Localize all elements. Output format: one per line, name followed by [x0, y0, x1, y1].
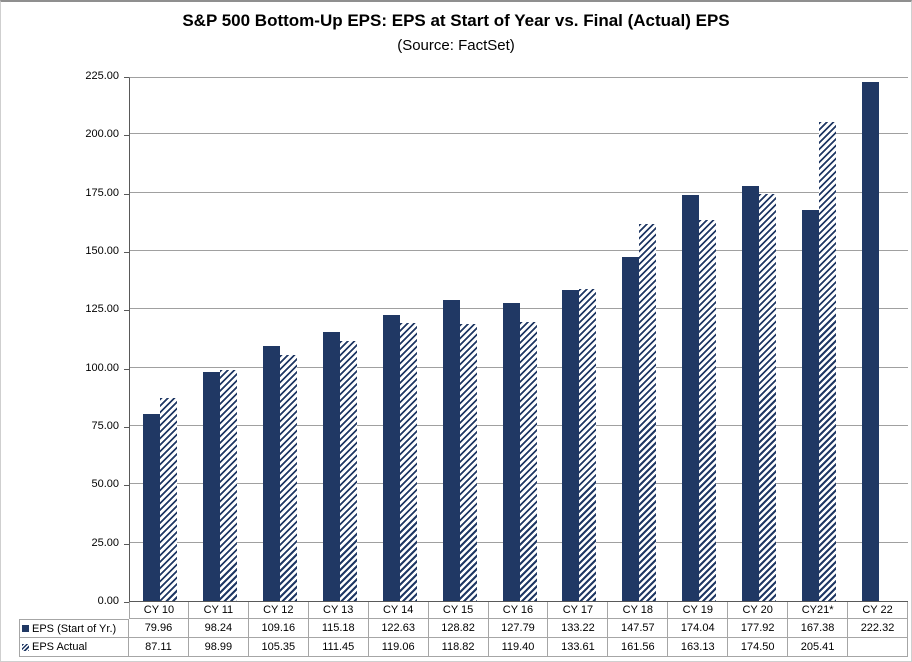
table-value-cell: 79.96: [129, 619, 189, 638]
x-axis-label: CY21*: [788, 602, 849, 619]
y-tick-mark: [124, 543, 129, 545]
table-corner-blank: [19, 602, 129, 619]
table-value-cell: 119.40: [488, 638, 549, 657]
y-tick-mark: [124, 252, 129, 253]
y-tick-label: 125.00: [85, 303, 119, 316]
x-axis-label: CY 17: [548, 602, 609, 619]
bar-eps-start-CY 12: [262, 346, 280, 601]
plot-area: [129, 77, 908, 602]
x-axis-label: CY 18: [608, 602, 669, 619]
bar-eps-actual-CY 17: [579, 289, 597, 601]
bar-eps-start-CY 14: [382, 315, 400, 601]
table-value-cell: 109.16: [248, 619, 309, 638]
bar-eps-start-CY 15: [442, 300, 460, 601]
legend-label: EPS (Start of Yr.): [32, 622, 117, 635]
bar-eps-start-CY 11: [202, 372, 220, 601]
table-value-cell: [848, 638, 908, 657]
table-value-cell: 87.11: [129, 638, 189, 657]
table-value-cell: 98.24: [188, 619, 249, 638]
x-axis-label: CY 19: [668, 602, 729, 619]
bar-eps-start-CY 20: [742, 186, 760, 601]
table-value-cell: 118.82: [428, 638, 489, 657]
y-tick-mark: [124, 368, 129, 370]
bar-eps-start-CY 13: [322, 332, 340, 601]
legend-key-solid-icon: [22, 625, 29, 632]
chart-subtitle: (Source: FactSet): [397, 37, 515, 54]
y-tick-mark: [124, 602, 129, 603]
bar-eps-actual-CY 11: [219, 370, 237, 601]
table-value-cell: 122.63: [368, 619, 429, 638]
gridline-150: [130, 250, 908, 251]
table-value-cell: 119.06: [368, 638, 429, 657]
table-value-cell: 98.99: [188, 638, 249, 657]
legend-key-hatched-icon: [22, 643, 29, 651]
y-tick-mark: [124, 485, 129, 487]
bar-eps-actual-CY 12: [279, 355, 297, 601]
x-axis-label: CY 13: [308, 602, 369, 619]
y-tick-label: 50.00: [91, 478, 119, 491]
table-value-cell: 174.50: [728, 638, 789, 657]
y-tick-label: 0.00: [97, 595, 119, 607]
bar-eps-actual-CY21*: [819, 122, 837, 601]
y-tick-mark: [124, 77, 129, 78]
y-tick-mark: [124, 193, 129, 195]
legend-label: EPS Actual: [32, 641, 88, 653]
y-tick-label: 225.00: [85, 70, 119, 82]
table-value-cell: 133.61: [548, 638, 609, 657]
table-value-cell: 161.56: [608, 638, 669, 657]
y-tick-mark: [124, 427, 129, 428]
y-tick-label: 25.00: [91, 536, 119, 549]
bar-eps-actual-CY 13: [339, 341, 357, 601]
data-table: CY 10 CY 11 CY 12 CY 13 CY 14 CY 15 CY 16 CY 17…: [19, 602, 908, 657]
x-axis-label: CY 15: [428, 602, 489, 619]
x-axis-label: CY 11: [188, 602, 249, 619]
x-axis-label: CY 16: [488, 602, 549, 619]
y-tick-label: 150.00: [85, 245, 119, 257]
legend-item: EPS Actual: [19, 638, 129, 657]
bar-eps-actual-CY 18: [639, 224, 657, 601]
y-tick-label: 200.00: [85, 128, 119, 141]
chart-title: S&P 500 Bottom-Up EPS: EPS at Start of Y…: [182, 11, 730, 30]
gridline-175: [130, 191, 908, 193]
table-value-cell: 105.35: [248, 638, 309, 657]
bar-eps-start-CY21*: [802, 210, 820, 601]
bar-eps-start-CY 18: [622, 257, 640, 601]
table-value-cell: 163.13: [668, 638, 729, 657]
bar-eps-actual-CY 14: [399, 323, 417, 601]
x-axis-label: CY 14: [368, 602, 429, 619]
bar-eps-start-CY 16: [502, 303, 520, 601]
table-value-cell: 205.41: [788, 638, 849, 657]
bar-eps-start-CY 22: [862, 82, 880, 601]
table-value-cell: 128.82: [428, 619, 489, 638]
bar-eps-actual-CY 15: [459, 324, 477, 601]
table-value-cell: 115.18: [308, 619, 369, 638]
y-tick-label: 100.00: [85, 361, 119, 374]
bar-eps-start-CY 19: [682, 195, 700, 601]
table-value-cell: 167.38: [788, 619, 849, 638]
bar-eps-actual-CY 16: [519, 322, 537, 601]
gridline-200: [130, 133, 908, 135]
table-value-cell: 147.57: [608, 619, 669, 638]
x-axis-label: CY 20: [728, 602, 789, 619]
y-tick-label: 175.00: [85, 186, 119, 199]
bar-eps-actual-CY 19: [699, 220, 717, 601]
table-value-cell: 174.04: [668, 619, 729, 638]
legend-item: EPS (Start of Yr.): [19, 619, 129, 638]
y-tick-mark: [124, 310, 129, 312]
bar-eps-start-CY 17: [562, 290, 580, 601]
x-axis-label: CY 10: [129, 602, 189, 619]
bar-eps-start-CY 10: [142, 414, 160, 601]
y-tick-mark: [124, 135, 129, 137]
table-value-cell: 111.45: [308, 638, 369, 657]
x-axis-label: CY 12: [248, 602, 309, 619]
bar-eps-actual-CY 20: [759, 194, 777, 601]
table-value-cell: 222.32: [848, 619, 908, 638]
table-value-cell: 177.92: [728, 619, 789, 638]
y-tick-label: 75.00: [91, 420, 119, 432]
table-value-cell: 127.79: [488, 619, 549, 638]
bar-eps-actual-CY 10: [159, 398, 177, 601]
table-value-cell: 133.22: [548, 619, 609, 638]
x-axis-label: CY 22: [848, 602, 908, 619]
